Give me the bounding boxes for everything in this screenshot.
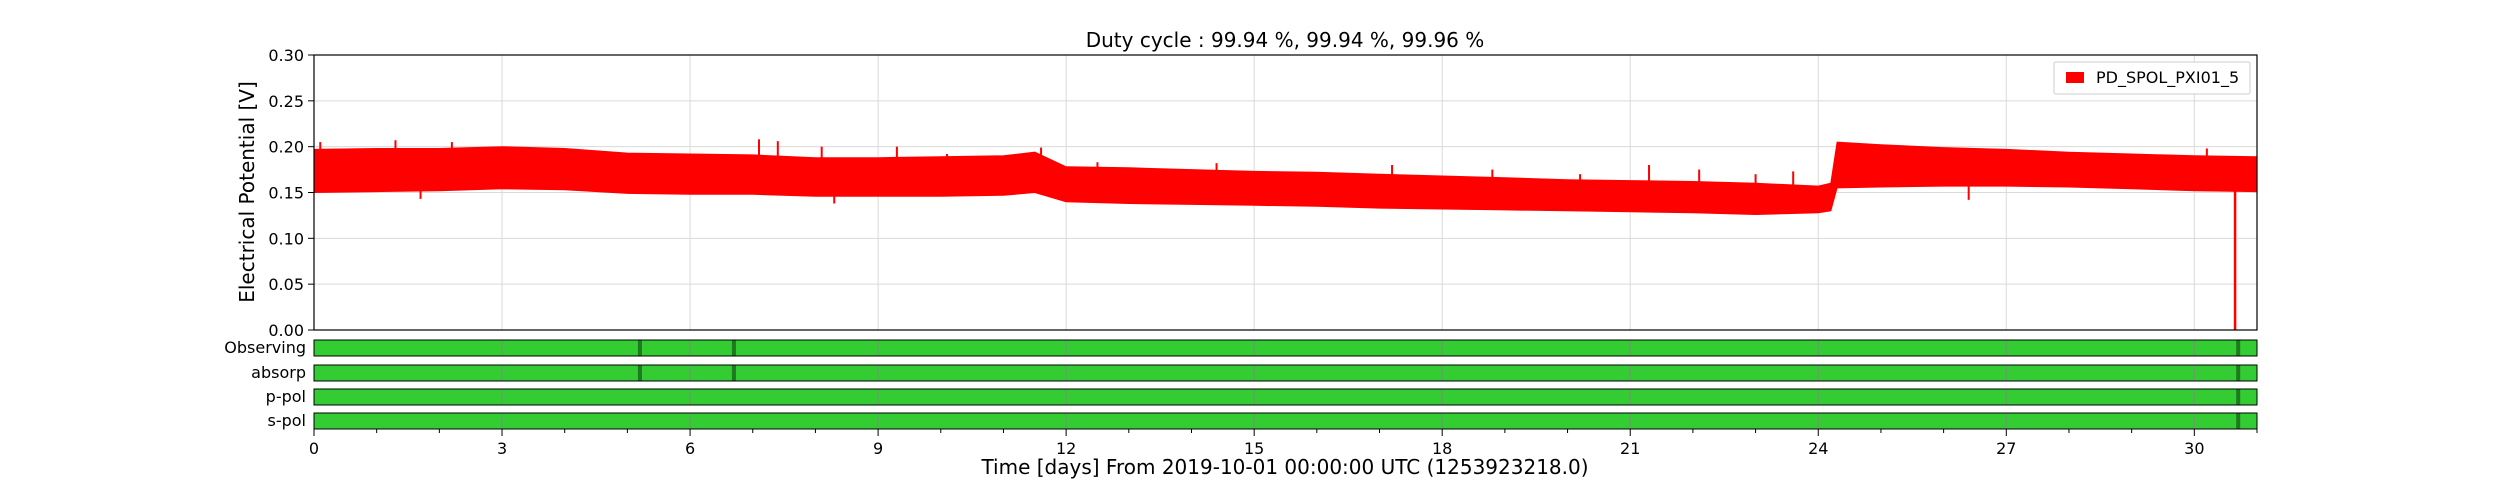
segment-row: Observing xyxy=(224,338,2258,357)
main-plot: 0.00 0.05 0.10 0.15 0.20 0.25 0.30 PD_SPOL_PXI… xyxy=(268,46,2258,340)
legend-entry: PD_SPOL_PXI01_5 xyxy=(2096,68,2239,88)
segment-label: absorp xyxy=(251,363,306,382)
segment-row: s-pol xyxy=(268,411,2258,430)
series-layer xyxy=(313,139,2258,330)
segment-bar xyxy=(314,365,2257,381)
x-tick-label: 9 xyxy=(873,439,883,458)
y-tick-label: 0.20 xyxy=(268,138,304,157)
legend-swatch xyxy=(2066,72,2084,83)
segment-frame xyxy=(313,339,2258,357)
y-tick-label: 0.30 xyxy=(268,46,304,65)
segment-row: p-pol xyxy=(266,387,2258,406)
segment-label: p-pol xyxy=(266,387,306,406)
segment-gap xyxy=(731,365,736,381)
segment-frame xyxy=(313,388,2258,406)
y-tick-label: 0.15 xyxy=(268,184,304,203)
x-tick-label: 21 xyxy=(1620,439,1640,458)
segment-panels: Observing absorp p-pol s-pol xyxy=(224,338,2258,430)
x-tick-label: 15 xyxy=(1244,439,1264,458)
x-axis-ticks: 0 3 6 9 12 15 18 21 24 27 30 xyxy=(309,429,2258,458)
segment-gap xyxy=(2236,365,2241,381)
y-axis-label: Electrical Potential [V] xyxy=(235,81,259,303)
x-tick-label: 6 xyxy=(685,439,695,458)
x-tick-label: 12 xyxy=(1056,439,1076,458)
y-tick-label: 0.25 xyxy=(268,92,304,111)
segment-bar xyxy=(314,389,2257,405)
y-tick-label: 0.10 xyxy=(268,229,304,248)
segment-gap xyxy=(2236,389,2241,405)
segment-gap xyxy=(2236,413,2241,429)
x-tick-label: 18 xyxy=(1432,439,1452,458)
segment-frame xyxy=(313,364,2258,382)
segment-label: s-pol xyxy=(268,411,307,430)
segment-bar xyxy=(314,413,2257,429)
segment-gap xyxy=(2236,340,2241,356)
legend-box xyxy=(2053,61,2251,95)
chart-title: Duty cycle : 99.94 %, 99.94 %, 99.96 % xyxy=(1086,28,1485,52)
y-axis-ticks: 0.00 0.05 0.10 0.15 0.20 0.25 0.30 xyxy=(268,46,314,340)
x-tick-label: 3 xyxy=(497,439,507,458)
segment-gap xyxy=(637,340,642,356)
segment-gap xyxy=(637,365,642,381)
x-axis-label: Time [days] From 2019-10-01 00:00:00 UTC… xyxy=(980,455,1588,479)
segment-gap xyxy=(731,340,736,356)
y-tick-label: 0.00 xyxy=(268,321,304,340)
x-tick-label: 27 xyxy=(1996,439,2016,458)
legend: PD_SPOL_PXI01_5 xyxy=(2053,61,2251,95)
segment-label: Observing xyxy=(224,338,306,357)
segment-frame xyxy=(313,412,2258,430)
x-tick-label: 30 xyxy=(2184,439,2204,458)
series-band xyxy=(313,141,2258,216)
y-tick-label: 0.05 xyxy=(268,275,304,294)
segment-row: absorp xyxy=(251,363,2258,382)
x-tick-label: 24 xyxy=(1808,439,1828,458)
segment-bar xyxy=(314,340,2257,356)
x-tick-label: 0 xyxy=(309,439,319,458)
